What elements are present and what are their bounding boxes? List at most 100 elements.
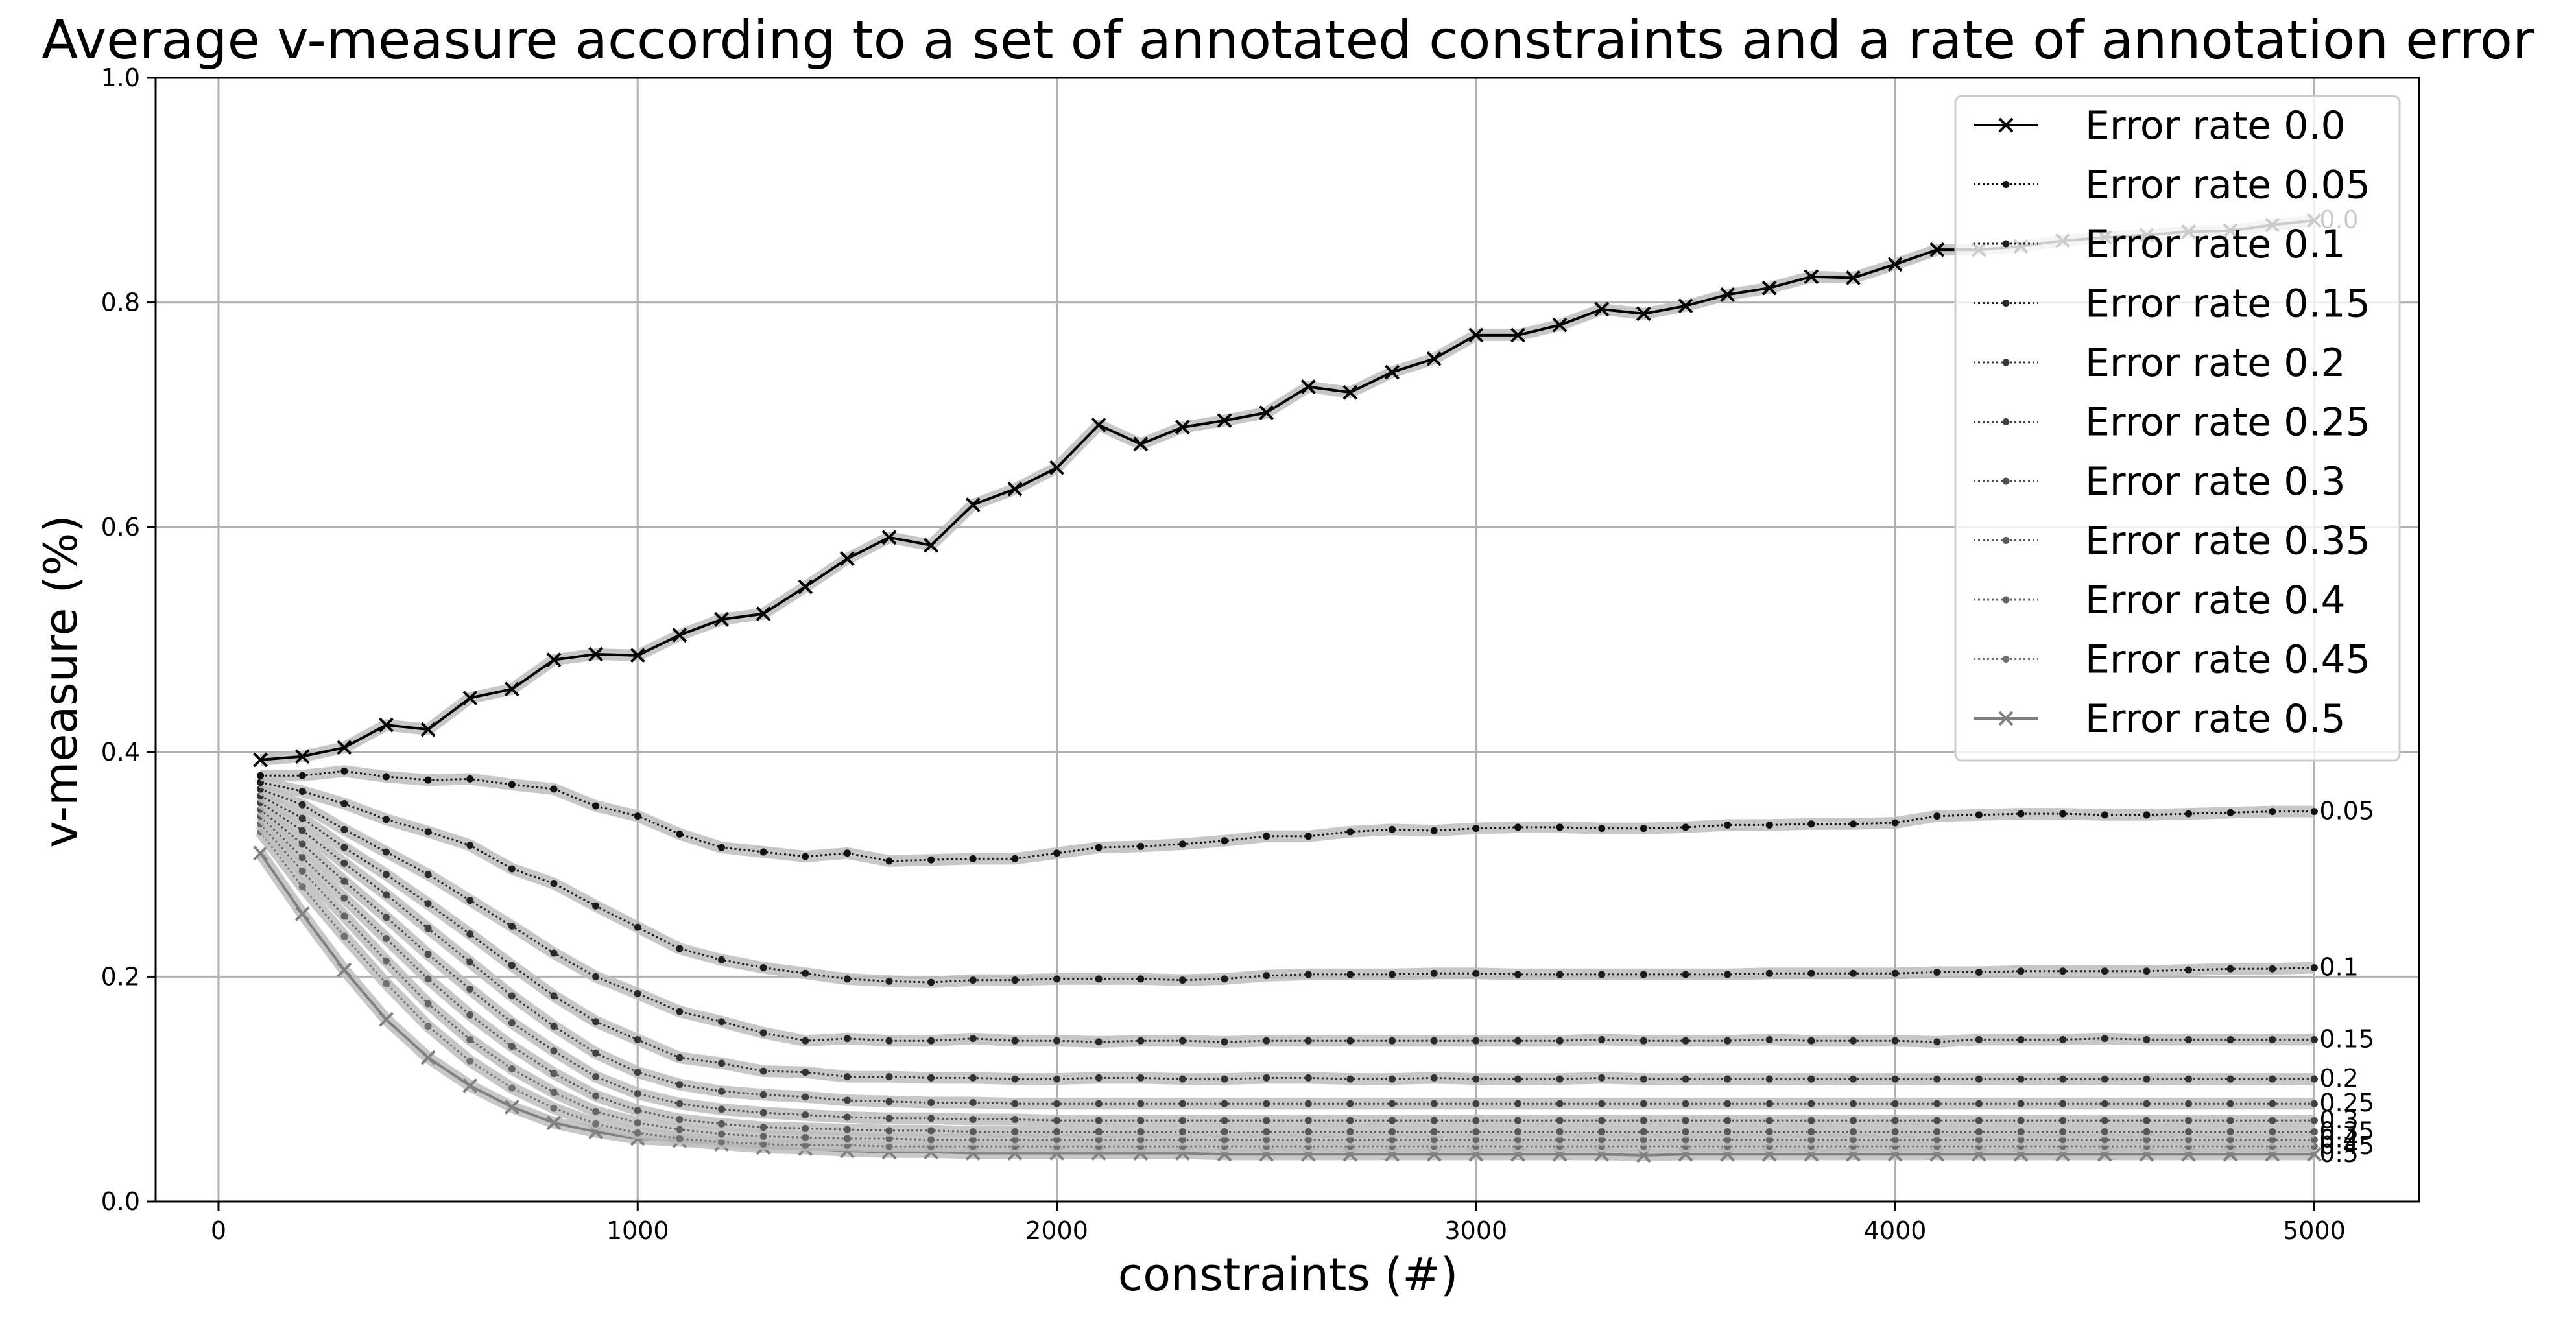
data-point-marker <box>1007 481 1023 497</box>
data-point-marker <box>1346 1128 1354 1136</box>
data-point-marker <box>927 1115 935 1122</box>
data-point-marker <box>1178 976 1186 984</box>
data-point-marker <box>508 1019 516 1026</box>
data-point-marker <box>1137 842 1145 850</box>
data-point-marker <box>885 1115 893 1122</box>
data-point-marker <box>340 800 348 808</box>
data-point-marker <box>298 840 306 848</box>
data-point-marker <box>1682 1075 1689 1083</box>
data-point-marker <box>2017 1035 2025 1043</box>
data-point-marker <box>1053 1128 1061 1136</box>
data-point-marker <box>1304 1128 1312 1136</box>
data-point-marker <box>1724 1037 1732 1045</box>
series-end-label: 0.3 <box>2319 1105 2358 1134</box>
data-point-marker <box>1304 833 1312 840</box>
data-point-marker <box>466 1035 474 1043</box>
series-end-label: 0.5 <box>2319 1139 2358 1168</box>
data-point-marker <box>1053 849 1061 857</box>
series-end-label: 0.05 <box>2319 797 2374 825</box>
data-point-marker <box>1933 1100 1941 1107</box>
data-point-marker <box>1346 1117 1354 1124</box>
data-point-marker <box>1640 1075 1647 1083</box>
data-point-marker <box>253 752 268 768</box>
data-point-marker <box>881 530 897 545</box>
data-point-marker <box>1598 1074 1606 1082</box>
data-point-marker <box>718 1018 725 1026</box>
data-point-marker <box>2185 1117 2193 1124</box>
data-point-marker <box>466 897 474 904</box>
data-point-marker <box>1556 1037 1564 1045</box>
data-point-marker <box>1765 1035 1773 1043</box>
legend-marker-icon <box>2002 300 2010 307</box>
legend-marker-icon <box>2002 656 2010 663</box>
data-point-marker <box>592 973 600 980</box>
data-point-marker <box>1640 1117 1647 1124</box>
data-point-marker <box>843 975 851 983</box>
data-point-marker <box>759 964 767 972</box>
plot-area-frame <box>154 77 2420 1203</box>
data-point-marker <box>1346 971 1354 978</box>
data-point-marker <box>1850 1037 1857 1045</box>
series-10 <box>253 845 2322 1163</box>
data-point-marker <box>1598 971 1606 978</box>
series-line <box>259 795 2315 1080</box>
data-point-marker <box>1263 833 1270 840</box>
data-point-marker <box>1891 969 1899 977</box>
series-line <box>259 823 2315 1141</box>
data-point-marker <box>379 717 394 733</box>
series-2 <box>257 776 2318 989</box>
data-point-marker <box>1929 242 1945 257</box>
data-point-marker <box>298 801 306 809</box>
series-line <box>260 788 2315 1043</box>
data-point-marker <box>1891 1037 1899 1045</box>
legend-marker-icon <box>2002 240 2010 248</box>
data-point-marker <box>1846 270 1861 285</box>
data-point-marker <box>379 1011 394 1027</box>
data-point-marker <box>550 1023 558 1030</box>
data-point-marker <box>1095 1128 1103 1136</box>
data-point-marker <box>2185 1128 2193 1136</box>
data-point-marker <box>2310 964 2318 972</box>
data-point-marker <box>1426 351 1442 366</box>
data-point-marker <box>1304 971 1312 978</box>
data-point-marker <box>2269 1035 2276 1043</box>
data-point-marker <box>1598 1100 1606 1107</box>
data-point-marker <box>2017 1100 2025 1107</box>
data-point-marker <box>759 1067 767 1075</box>
data-point-marker <box>298 883 306 891</box>
legend-label: Error rate 0.05 <box>2085 163 2370 208</box>
data-point-marker <box>927 978 935 986</box>
data-point-marker <box>1556 1136 1564 1144</box>
data-point-marker <box>924 538 939 553</box>
data-point-marker <box>1514 1128 1521 1136</box>
data-point-marker <box>340 859 348 867</box>
data-point-marker <box>1221 1038 1228 1046</box>
data-point-marker <box>2310 1136 2318 1144</box>
data-point-marker <box>676 830 684 838</box>
data-point-marker <box>382 891 390 899</box>
data-point-marker <box>1430 1136 1438 1144</box>
data-point-marker <box>2310 1100 2318 1107</box>
legend-marker-icon <box>1998 711 2014 726</box>
data-point-marker <box>508 781 516 788</box>
data-point-marker <box>802 1133 809 1141</box>
data-point-marker <box>1095 975 1103 983</box>
data-point-marker <box>885 1073 893 1081</box>
data-point-marker <box>634 923 641 931</box>
data-point-marker <box>2101 1136 2108 1144</box>
data-point-marker <box>1975 1128 1983 1136</box>
x-tick-label: 4000 <box>1864 1216 1927 1245</box>
data-point-marker <box>1552 317 1568 333</box>
axis-ticks: 0 1000 2000 3000 4000 5000 0.0 0.2 0.4 0.6 0.8 1.0 <box>101 64 2346 1245</box>
data-point-marker <box>2143 1035 2151 1043</box>
data-point-marker <box>2059 1100 2067 1107</box>
data-point-marker <box>1514 1075 1521 1083</box>
data-point-marker <box>424 1023 432 1030</box>
data-point-marker <box>1346 828 1354 836</box>
data-point-marker <box>1891 1117 1899 1124</box>
data-point-marker <box>1891 1136 1899 1144</box>
data-point-marker <box>1263 1117 1270 1124</box>
legend-label: Error rate 0.25 <box>2085 400 2370 445</box>
series-8 <box>256 820 2318 1146</box>
data-point-marker <box>718 1130 725 1138</box>
